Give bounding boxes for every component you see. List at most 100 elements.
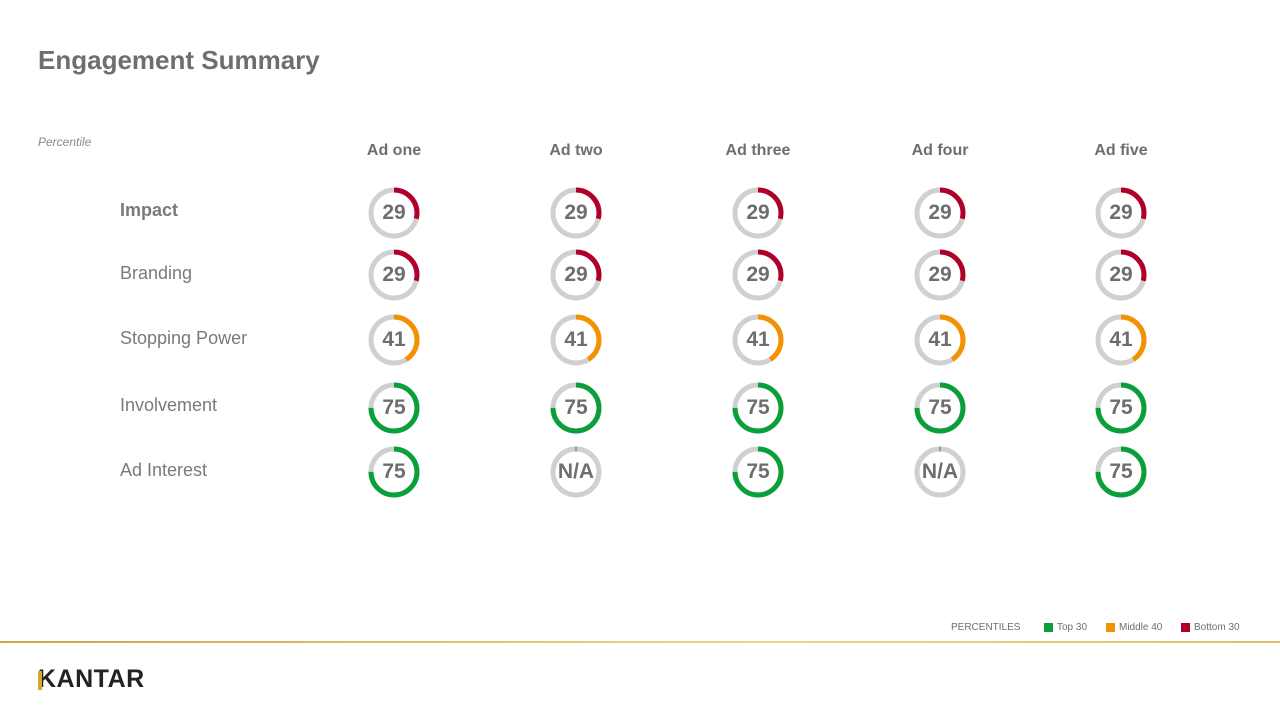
donut-ring bbox=[732, 249, 784, 301]
donut-arc bbox=[550, 314, 602, 366]
donut-arc bbox=[550, 249, 602, 301]
donut-arc bbox=[368, 314, 420, 366]
donut-value: 75 bbox=[746, 460, 770, 483]
percentile-donut: 29 bbox=[1093, 185, 1149, 241]
donut-arc bbox=[732, 314, 784, 366]
donut-value: 75 bbox=[928, 396, 952, 419]
page-title: Engagement Summary bbox=[38, 45, 320, 75]
donut-ring bbox=[368, 187, 420, 239]
donut-arc bbox=[732, 187, 784, 239]
donut-ring bbox=[550, 446, 602, 498]
percentile-donut: 75 bbox=[912, 380, 968, 436]
donut-value: 29 bbox=[746, 201, 770, 224]
donut-value: 75 bbox=[1109, 396, 1133, 419]
percentile-donut: 29 bbox=[730, 247, 786, 303]
donut-value: 29 bbox=[564, 263, 588, 286]
donut-ring bbox=[732, 314, 784, 366]
donut-ring bbox=[1095, 187, 1147, 239]
donut-ring bbox=[732, 446, 784, 498]
footer-divider bbox=[0, 641, 1280, 643]
donut-value: 41 bbox=[928, 328, 952, 351]
donut-arc bbox=[1095, 187, 1147, 239]
donut-value: 75 bbox=[746, 396, 770, 419]
column-header: Ad one bbox=[366, 142, 422, 159]
legend-label-middle: Middle 40 bbox=[1119, 622, 1163, 633]
donut-arc bbox=[1095, 382, 1147, 434]
percentile-donut: 29 bbox=[730, 185, 786, 241]
donut-ring bbox=[914, 382, 966, 434]
legend-label-bottom: Bottom 30 bbox=[1194, 622, 1240, 633]
column-header: Ad five bbox=[1094, 142, 1148, 159]
percentile-donut: 29 bbox=[366, 185, 422, 241]
legend-swatch-top bbox=[1044, 623, 1053, 632]
percentile-donut: 29 bbox=[548, 247, 604, 303]
donut-arc bbox=[914, 249, 966, 301]
percentile-donut: N/A bbox=[912, 444, 968, 500]
donut-value: 41 bbox=[564, 328, 588, 351]
percentile-donut: 41 bbox=[912, 312, 968, 368]
donut-arc bbox=[368, 382, 420, 434]
donut-value: 29 bbox=[1109, 201, 1133, 224]
donut-arc bbox=[1095, 446, 1147, 498]
row-label: Stopping Power bbox=[120, 328, 248, 348]
percentile-donut: 41 bbox=[366, 312, 422, 368]
row-label: Branding bbox=[120, 263, 193, 283]
legend-label-top: Top 30 bbox=[1057, 622, 1088, 633]
column-header: Ad two bbox=[549, 142, 603, 159]
donut-ring bbox=[1095, 314, 1147, 366]
donut-arc bbox=[368, 446, 420, 498]
donut-ring bbox=[550, 187, 602, 239]
donut-value: 29 bbox=[382, 201, 406, 224]
donut-value: 29 bbox=[564, 201, 588, 224]
donut-ring bbox=[914, 187, 966, 239]
percentile-donut: 75 bbox=[1093, 444, 1149, 500]
percentile-donut: 29 bbox=[912, 185, 968, 241]
donut-ring bbox=[550, 314, 602, 366]
percentile-donut: 29 bbox=[912, 247, 968, 303]
donut-ring bbox=[550, 249, 602, 301]
percentile-donut: 75 bbox=[730, 444, 786, 500]
donut-ring bbox=[1095, 382, 1147, 434]
donut-arc bbox=[550, 187, 602, 239]
donut-value: 75 bbox=[1109, 460, 1133, 483]
percentile-donut: N/A bbox=[548, 444, 604, 500]
donut-arc bbox=[1095, 314, 1147, 366]
percentile-donut: 29 bbox=[366, 247, 422, 303]
percentile-donut: 75 bbox=[548, 380, 604, 436]
percentile-donut: 29 bbox=[548, 185, 604, 241]
percentile-donut: 75 bbox=[1093, 380, 1149, 436]
donut-value: N/A bbox=[921, 460, 959, 483]
donut-value: 29 bbox=[928, 263, 952, 286]
donut-ring bbox=[550, 382, 602, 434]
donut-ring bbox=[914, 314, 966, 366]
donut-ring bbox=[1095, 249, 1147, 301]
donut-arc bbox=[914, 187, 966, 239]
donut-ring bbox=[368, 446, 420, 498]
chart-subtitle: Percentile bbox=[38, 135, 92, 149]
donut-ring bbox=[368, 382, 420, 434]
donut-arc bbox=[914, 382, 966, 434]
donut-value: 75 bbox=[382, 460, 406, 483]
donut-ring bbox=[368, 314, 420, 366]
donut-value: 29 bbox=[1109, 263, 1133, 286]
donut-arc bbox=[368, 249, 420, 301]
donut-value: 75 bbox=[564, 396, 588, 419]
logo-accent-mark bbox=[38, 671, 42, 690]
kantar-logo: KANTAR bbox=[38, 665, 145, 693]
donut-ring bbox=[1095, 446, 1147, 498]
column-header: Ad four bbox=[911, 142, 969, 159]
donut-value: 41 bbox=[746, 328, 770, 351]
donut-value: 41 bbox=[382, 328, 406, 351]
row-label: Impact bbox=[120, 200, 179, 220]
donut-ring bbox=[732, 187, 784, 239]
donut-value: 75 bbox=[382, 396, 406, 419]
donut-arc bbox=[914, 314, 966, 366]
donut-arc bbox=[732, 382, 784, 434]
column-header: Ad three bbox=[725, 142, 791, 159]
donut-value: 29 bbox=[382, 263, 406, 286]
donut-ring bbox=[368, 249, 420, 301]
percentile-donut: 75 bbox=[366, 444, 422, 500]
donut-value: N/A bbox=[557, 460, 595, 483]
donut-value: 41 bbox=[1109, 328, 1133, 351]
donut-value: 29 bbox=[928, 201, 952, 224]
